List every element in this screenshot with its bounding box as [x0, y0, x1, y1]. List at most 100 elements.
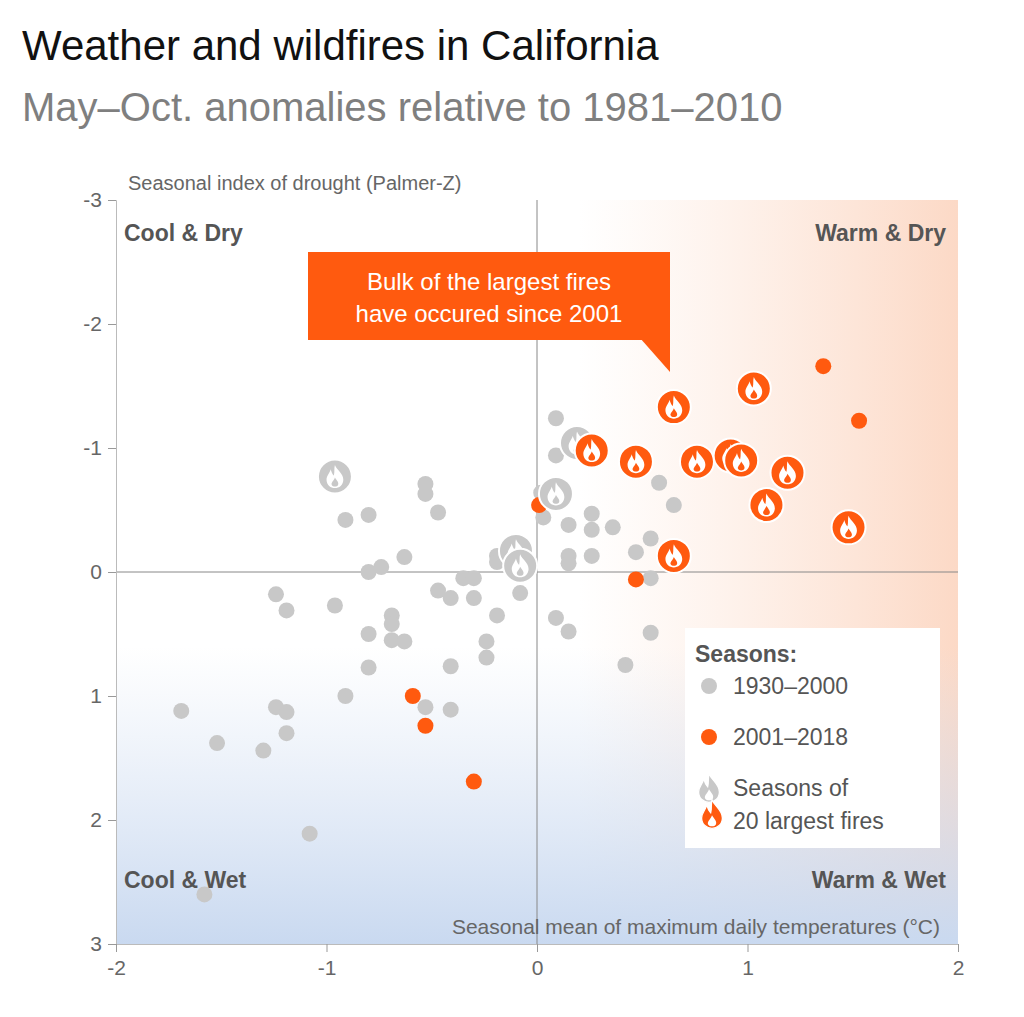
point — [851, 413, 867, 429]
tick-mark — [108, 448, 116, 449]
flame-icon — [665, 396, 682, 419]
tick-label: -2 — [107, 956, 126, 979]
flame-icon-inner — [763, 506, 770, 515]
flame-icon — [702, 800, 723, 829]
flame-icon — [699, 774, 720, 803]
fire-circle — [503, 549, 537, 583]
flame-icon — [665, 544, 682, 567]
legend-fire-icon — [699, 774, 720, 803]
tick-label: -2 — [83, 312, 102, 335]
fire-point — [749, 488, 783, 522]
fire-circle — [770, 456, 804, 490]
tick: 1 — [90, 684, 116, 707]
flame-icon-inner — [633, 463, 640, 472]
tick-mark — [958, 944, 959, 952]
y-axis-title: Seasonal index of drought (Palmer-Z) — [128, 172, 462, 194]
flame-icon-inner — [738, 461, 745, 470]
point — [651, 475, 667, 491]
flame-icon — [512, 554, 529, 577]
point — [548, 410, 564, 426]
point — [327, 597, 343, 613]
flame-icon-inner — [332, 478, 339, 487]
fire-circle — [724, 443, 758, 477]
flame-icon-inner — [708, 815, 716, 826]
point — [396, 633, 412, 649]
point — [466, 774, 482, 790]
tick-label: -1 — [318, 956, 337, 979]
quadrant-label: Warm & Wet — [812, 867, 947, 893]
fire-circle — [657, 539, 691, 573]
legend: Seasons:1930–20002001–2018Seasons of20 l… — [685, 628, 940, 848]
flame-icon-inner — [845, 528, 852, 537]
flame-icon-inner — [750, 390, 757, 399]
tick-label: 0 — [532, 956, 544, 979]
point — [361, 626, 377, 642]
flame-icon — [583, 439, 600, 462]
y-axis: -3-2-10123 — [83, 188, 116, 955]
fire-circle — [680, 445, 714, 479]
point — [561, 517, 577, 533]
chart: Weather and wildfires in CaliforniaMay–O… — [0, 0, 1024, 1017]
tick-mark — [116, 944, 117, 952]
point — [279, 602, 295, 618]
point — [302, 826, 318, 842]
flame-icon — [548, 482, 565, 505]
fire-circle — [318, 460, 352, 494]
tick-label: -1 — [83, 436, 102, 459]
flame-icon-inner — [784, 474, 791, 483]
point — [584, 548, 600, 564]
tick-mark — [327, 944, 328, 952]
tick: -2 — [83, 312, 116, 335]
point — [478, 633, 494, 649]
point — [584, 522, 600, 538]
axis-line — [117, 945, 959, 953]
legend-marker — [701, 729, 717, 745]
fire-circle — [749, 488, 783, 522]
fire-circle — [619, 445, 653, 479]
tick-label: 2 — [90, 808, 102, 831]
tick-mark — [748, 944, 749, 952]
fire-point — [724, 443, 758, 477]
cool-background — [116, 200, 958, 944]
point — [361, 659, 377, 675]
legend-label: 20 largest fires — [733, 808, 884, 834]
point — [268, 586, 284, 602]
point — [361, 507, 377, 523]
point — [466, 570, 482, 586]
flame-icon-inner — [694, 463, 701, 472]
tick-label: 1 — [90, 684, 102, 707]
point — [255, 743, 271, 759]
x-axis-title: Seasonal mean of maximum daily temperatu… — [452, 915, 940, 938]
legend-fire-icon — [702, 800, 723, 829]
fire-point — [657, 539, 691, 573]
tick: 1 — [742, 944, 754, 979]
callout-pointer — [640, 338, 670, 372]
point — [443, 590, 459, 606]
point — [417, 486, 433, 502]
tick: 2 — [90, 808, 116, 831]
tick-mark — [537, 944, 538, 952]
point — [396, 549, 412, 565]
point — [561, 555, 577, 571]
point — [209, 735, 225, 751]
point — [279, 725, 295, 741]
tick-label: 1 — [742, 956, 754, 979]
point — [548, 610, 564, 626]
fire-point — [832, 510, 866, 544]
tick-mark — [108, 944, 116, 945]
legend-marker — [701, 678, 717, 694]
fire-circle — [539, 477, 573, 511]
axis-line — [108, 201, 117, 945]
fire-circle — [657, 390, 691, 424]
point — [279, 704, 295, 720]
fire-point — [318, 460, 352, 494]
quadrant-label: Warm & Dry — [815, 220, 946, 246]
point — [478, 650, 494, 666]
flame-icon — [628, 450, 645, 473]
tick-label: 0 — [90, 560, 102, 583]
point — [405, 688, 421, 704]
tick-label: 2 — [953, 956, 965, 979]
flame-icon-inner — [588, 452, 595, 461]
point — [337, 688, 353, 704]
point — [443, 702, 459, 718]
